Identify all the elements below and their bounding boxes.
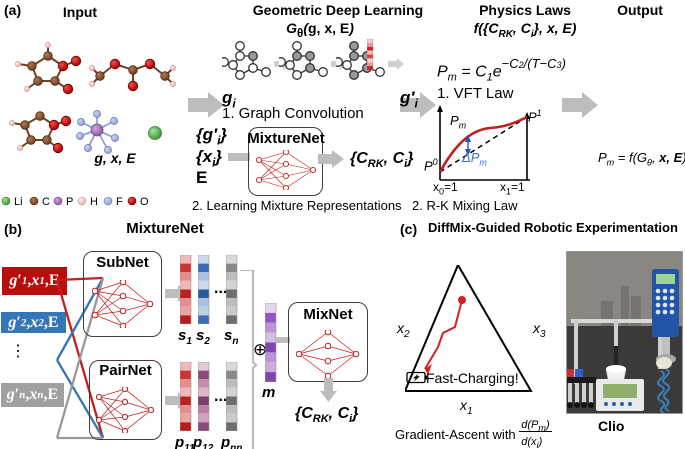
svg-text:F: F: [116, 196, 123, 208]
svg-text:C: C: [42, 196, 50, 208]
svg-text:H: H: [90, 196, 98, 208]
svg-text:O: O: [140, 196, 149, 208]
svg-text:P: P: [66, 196, 73, 208]
svg-text:Li: Li: [14, 196, 23, 208]
